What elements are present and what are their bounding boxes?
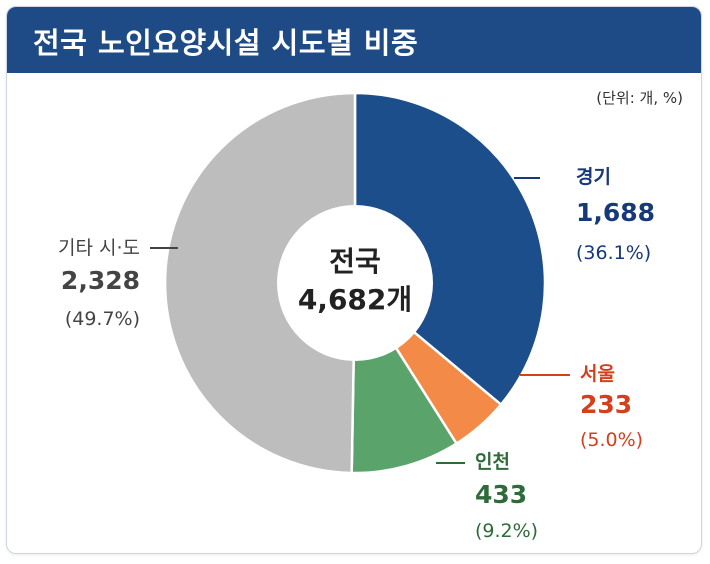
slice-seoul-name: 서울 [580, 363, 615, 385]
slice-seoul-value: 233 [580, 390, 632, 419]
slice-gyeonggi-name: 경기 [576, 166, 611, 188]
leader-lines [150, 177, 570, 464]
slice-gyeonggi-percent: (36.1%) [576, 242, 651, 264]
slice-others-percent: (49.7%) [65, 308, 140, 330]
slice-others-value: 2,328 [61, 266, 140, 295]
slice-incheon-name: 인천 [475, 451, 510, 473]
slice-incheon-value: 433 [475, 480, 527, 509]
slice-gyeonggi-value: 1,688 [576, 198, 655, 227]
slice-incheon-percent: (9.2%) [475, 520, 538, 542]
unit-label: (단위: 개, %) [596, 89, 683, 107]
center-total: 4,682개 [298, 283, 412, 316]
chart-title: 전국 노인요양시설 시도별 비중 [33, 26, 419, 60]
donut-hole [277, 205, 433, 361]
slice-others [163, 91, 357, 475]
slice-others-name: 기타 시·도 [58, 237, 140, 259]
slice-labels: 경기 1,688 (36.1%) 서울 233 (5.0%) 인천 433 (9.2%) 기타 시… [58, 166, 655, 542]
slice-seoul-percent: (5.0%) [580, 429, 643, 451]
title-bar: 전국 노인요양시설 시도별 비중 [7, 7, 701, 73]
slices-group [163, 91, 547, 475]
center-label: 전국 [329, 245, 381, 278]
slice-gyeonggi [353, 91, 547, 407]
